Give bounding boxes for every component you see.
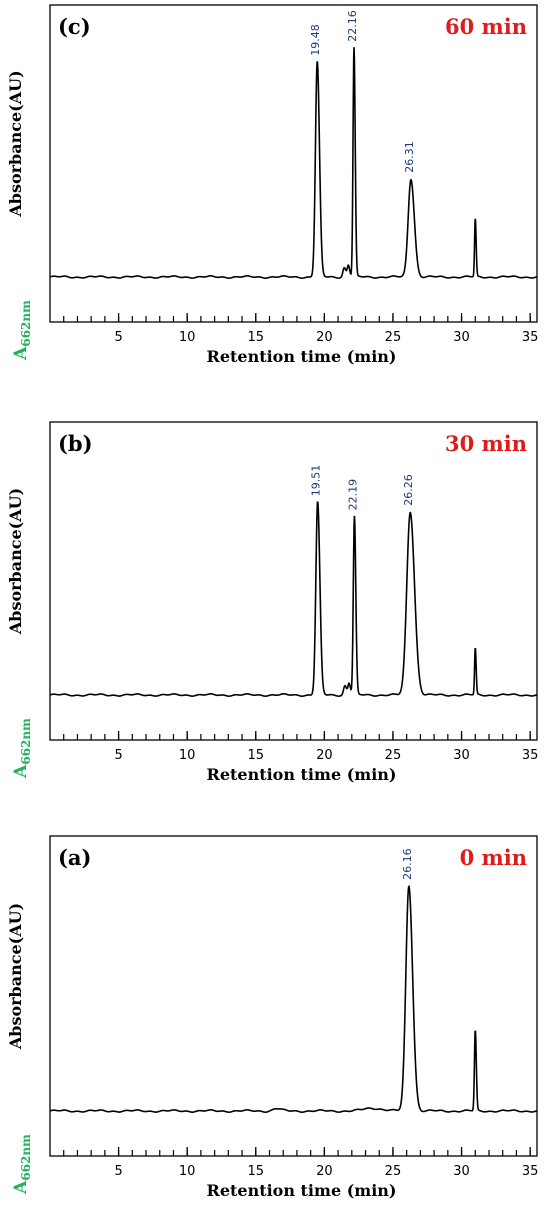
x-tick-label: 35 bbox=[522, 330, 539, 345]
y-axis-label: Absorbance(AU) bbox=[6, 70, 25, 217]
x-axis-label: Retention time (min) bbox=[207, 1181, 397, 1200]
x-tick-label: 30 bbox=[453, 330, 470, 345]
chromatogram-trace bbox=[49, 884, 538, 1113]
peak-label: 19.48 bbox=[309, 24, 322, 56]
x-tick-label: 35 bbox=[522, 1164, 539, 1179]
x-tick-label: 25 bbox=[385, 330, 402, 345]
panel-label: (b) bbox=[58, 431, 93, 456]
chart-panel: (c) 60 min Absorbance(AU) A662nm 5 10 15 20 25 30… bbox=[6, 4, 539, 366]
x-tick-label: 5 bbox=[114, 748, 122, 763]
plot-frame bbox=[49, 835, 538, 1157]
panel-label: (a) bbox=[58, 845, 91, 870]
y-unit-label: A662nm bbox=[11, 1134, 33, 1195]
peak-label: 26.16 bbox=[401, 848, 414, 880]
y-unit-main: A bbox=[11, 1180, 31, 1195]
x-axis-label: Retention time (min) bbox=[207, 347, 397, 366]
x-tick-label: 35 bbox=[522, 748, 539, 763]
plot-frame bbox=[49, 4, 538, 323]
y-axis-label: Absorbance(AU) bbox=[6, 488, 25, 635]
x-tick-label: 25 bbox=[385, 748, 402, 763]
y-unit-main: A bbox=[11, 346, 31, 361]
time-label: 60 min bbox=[445, 14, 527, 39]
x-tick-label: 10 bbox=[179, 748, 196, 763]
chromatogram-trace bbox=[49, 47, 538, 279]
x-tick-label: 20 bbox=[316, 1164, 333, 1179]
peak-label: 22.16 bbox=[346, 10, 359, 42]
y-axis-label: Absorbance(AU) bbox=[6, 903, 25, 1050]
peak-label: 26.31 bbox=[403, 141, 416, 173]
x-tick-label: 15 bbox=[248, 748, 265, 763]
y-unit-sub: 662nm bbox=[19, 718, 33, 765]
x-tick-label: 30 bbox=[453, 1164, 470, 1179]
panel-label: (c) bbox=[58, 14, 91, 39]
time-label: 30 min bbox=[445, 431, 527, 456]
x-tick-label: 15 bbox=[248, 330, 265, 345]
y-unit-label: A662nm bbox=[11, 300, 33, 361]
x-tick-label: 10 bbox=[179, 330, 196, 345]
chromatogram-trace bbox=[49, 501, 538, 697]
peak-label: 22.19 bbox=[346, 479, 359, 511]
peak-label: 26.26 bbox=[402, 474, 415, 506]
x-tick-label: 20 bbox=[316, 330, 333, 345]
x-tick-label: 30 bbox=[453, 748, 470, 763]
plot-frame bbox=[49, 421, 538, 741]
y-unit-label: A662nm bbox=[11, 718, 33, 779]
x-axis-label: Retention time (min) bbox=[207, 765, 397, 784]
x-tick-label: 20 bbox=[316, 748, 333, 763]
time-label: 0 min bbox=[460, 845, 527, 870]
x-tick-label: 25 bbox=[385, 1164, 402, 1179]
x-tick-label: 10 bbox=[179, 1164, 196, 1179]
y-unit-sub: 662nm bbox=[19, 300, 33, 347]
chart-panel: (a) 0 min Absorbance(AU) A662nm 5 10 15 20 25 30 3… bbox=[6, 835, 539, 1200]
x-tick-label: 5 bbox=[114, 330, 122, 345]
y-unit-sub: 662nm bbox=[19, 1134, 33, 1181]
chart-panel: (b) 30 min Absorbance(AU) A662nm 5 10 15 20 25 30… bbox=[6, 421, 539, 784]
x-tick-label: 5 bbox=[114, 1164, 122, 1179]
y-unit-main: A bbox=[11, 764, 31, 779]
peak-label: 19.51 bbox=[310, 465, 323, 497]
x-tick-label: 15 bbox=[248, 1164, 265, 1179]
